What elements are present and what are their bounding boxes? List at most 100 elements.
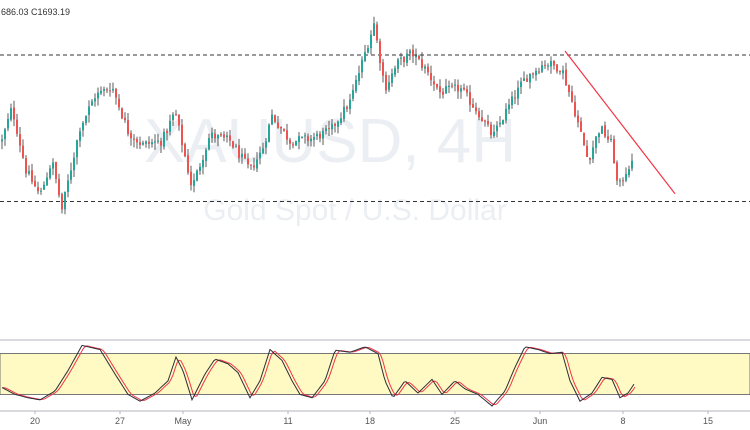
candle (184, 142, 186, 158)
candle (607, 129, 609, 143)
candle-body (133, 138, 135, 140)
candle-body (214, 133, 216, 139)
candle-body (265, 141, 267, 148)
candle (541, 60, 543, 74)
candle (178, 114, 180, 131)
candle (226, 131, 228, 143)
candle (103, 86, 105, 97)
candle (316, 130, 318, 140)
candle-body (382, 62, 384, 76)
candle-body (166, 130, 168, 133)
candle-body (547, 65, 549, 67)
candle (529, 73, 531, 89)
candle-body (586, 145, 588, 158)
candle (166, 128, 168, 141)
candle-body (118, 98, 120, 108)
candle-body (412, 49, 414, 57)
candle-body (124, 117, 126, 121)
candle (196, 169, 198, 182)
candle-body (376, 24, 378, 41)
candle-body (535, 70, 537, 76)
candle (235, 143, 237, 148)
candle-body (67, 180, 69, 192)
candle-body (352, 90, 354, 99)
candle (409, 48, 411, 61)
candle-body (148, 141, 150, 144)
candle (286, 123, 288, 145)
candle-body (451, 85, 453, 87)
candle-body (301, 136, 303, 138)
candle-body (241, 153, 243, 158)
x-tick-label: 20 (30, 416, 40, 426)
candle (61, 192, 63, 214)
candle (271, 109, 273, 126)
candle (76, 139, 78, 165)
candle (559, 70, 561, 75)
trendline[interactable] (564, 50, 676, 195)
candle (82, 121, 84, 137)
candle-body (202, 159, 204, 168)
candle (343, 99, 345, 122)
candle-body (406, 53, 408, 63)
candle-body (100, 90, 102, 94)
candle (4, 127, 6, 146)
candle (421, 52, 423, 71)
candle (493, 124, 495, 138)
candle (112, 82, 114, 93)
candle (367, 45, 369, 54)
candle-body (556, 64, 558, 72)
x-tick-label: 18 (365, 416, 375, 426)
candle (484, 119, 486, 127)
candle (379, 38, 381, 71)
candle (10, 103, 12, 122)
candle (487, 114, 489, 127)
candle-body (187, 155, 189, 173)
candle-body (529, 74, 531, 83)
candle (187, 149, 189, 175)
candle-body (85, 115, 87, 124)
candle (370, 30, 372, 55)
candle-body (76, 140, 78, 158)
candle-body (193, 180, 195, 186)
candle (214, 128, 216, 143)
candle (277, 115, 279, 129)
candle (256, 152, 258, 172)
candle-body (346, 106, 348, 109)
candle-body (610, 138, 612, 140)
candle (622, 177, 624, 187)
candle (292, 141, 294, 149)
candle (628, 165, 630, 178)
candle-body (577, 115, 579, 123)
candle-body (163, 131, 165, 147)
candle-body (94, 98, 96, 102)
x-tick-label: 8 (620, 416, 625, 426)
candle (382, 58, 384, 83)
candle-body (79, 131, 81, 141)
candle-body (4, 129, 6, 140)
candle (385, 71, 387, 94)
candle-body (361, 59, 363, 73)
candle (613, 135, 615, 164)
candle-body (136, 139, 138, 143)
candle (328, 120, 330, 136)
candle-body (322, 130, 324, 139)
candle (109, 82, 111, 97)
candle-body (292, 144, 294, 146)
candle (625, 167, 627, 183)
candle (40, 187, 42, 195)
candle-body (445, 86, 447, 94)
candle-body (73, 157, 75, 171)
candle-body (253, 165, 255, 168)
candle (97, 87, 99, 106)
candle (139, 136, 141, 150)
candle-body (580, 121, 582, 132)
candle (361, 56, 363, 79)
candle-body (304, 135, 306, 137)
candle-body (115, 88, 117, 98)
candle-body (526, 78, 528, 82)
candle (154, 134, 156, 150)
candle (88, 100, 90, 123)
candle (454, 79, 456, 92)
candle (310, 135, 312, 147)
